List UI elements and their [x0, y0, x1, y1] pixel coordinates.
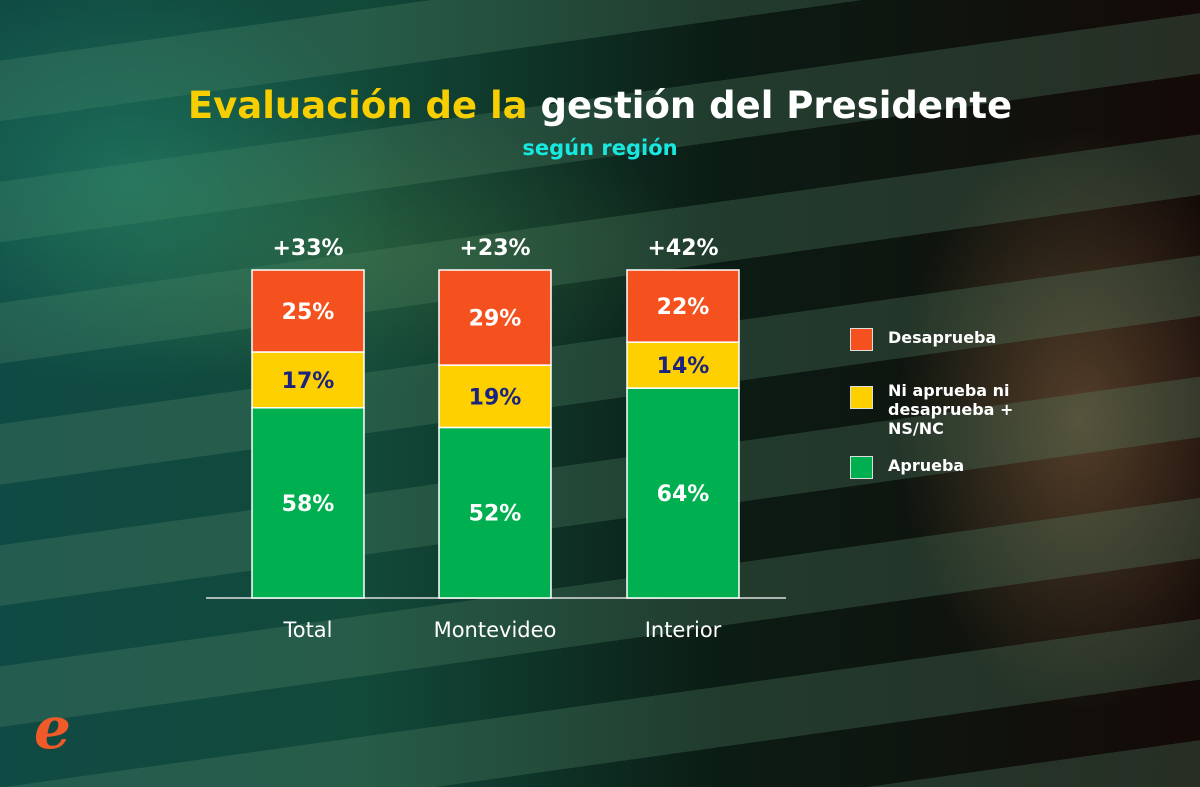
chart-title: Evaluación de la gestión del Presidente — [0, 84, 1200, 127]
category-label: Interior — [645, 618, 722, 642]
bar-segment — [626, 341, 740, 389]
chart-subtitle: según región — [522, 136, 678, 160]
title-part-1: Evaluación de la — [187, 84, 528, 127]
net-label: +33% — [272, 236, 343, 261]
legend-item-aprueba: Aprueba — [850, 456, 1018, 479]
bar-segment — [438, 426, 552, 599]
bar-segment — [626, 269, 740, 343]
legend-item-desaprueba: Desaprueba — [850, 328, 1018, 351]
bar-segment — [438, 269, 552, 366]
legend-swatch — [850, 456, 873, 479]
data-label: 58% — [282, 492, 335, 517]
legend-label: Desaprueba — [888, 328, 997, 347]
bar-segment — [251, 269, 365, 353]
title-part-2: gestión del Presidente — [540, 84, 1013, 127]
brand-logo: e — [34, 694, 71, 762]
legend-label: Aprueba — [888, 456, 965, 475]
net-label: +23% — [459, 236, 530, 261]
data-label: 29% — [469, 307, 522, 332]
net-label: +42% — [647, 236, 718, 261]
legend-swatch — [850, 386, 873, 409]
bar-segment — [626, 387, 740, 599]
legend-label: Ni aprueba ni desaprueba + NS/NC — [888, 381, 1014, 438]
data-label: 17% — [282, 369, 335, 394]
data-label: 14% — [657, 354, 710, 379]
category-label: Total — [282, 618, 332, 642]
data-label: 64% — [657, 482, 710, 507]
category-label: Montevideo — [434, 618, 557, 642]
data-label: 22% — [657, 295, 710, 320]
legend: Desaprueba Ni aprueba ni desaprueba + NS… — [850, 328, 1018, 497]
legend-swatch — [850, 328, 873, 351]
bar-segment — [438, 364, 552, 429]
data-label: 25% — [282, 300, 335, 325]
data-label: 52% — [469, 502, 522, 527]
data-label: 19% — [469, 385, 522, 410]
legend-item-ni: Ni aprueba ni desaprueba + NS/NC — [850, 381, 1018, 438]
bar-segment — [251, 351, 365, 409]
